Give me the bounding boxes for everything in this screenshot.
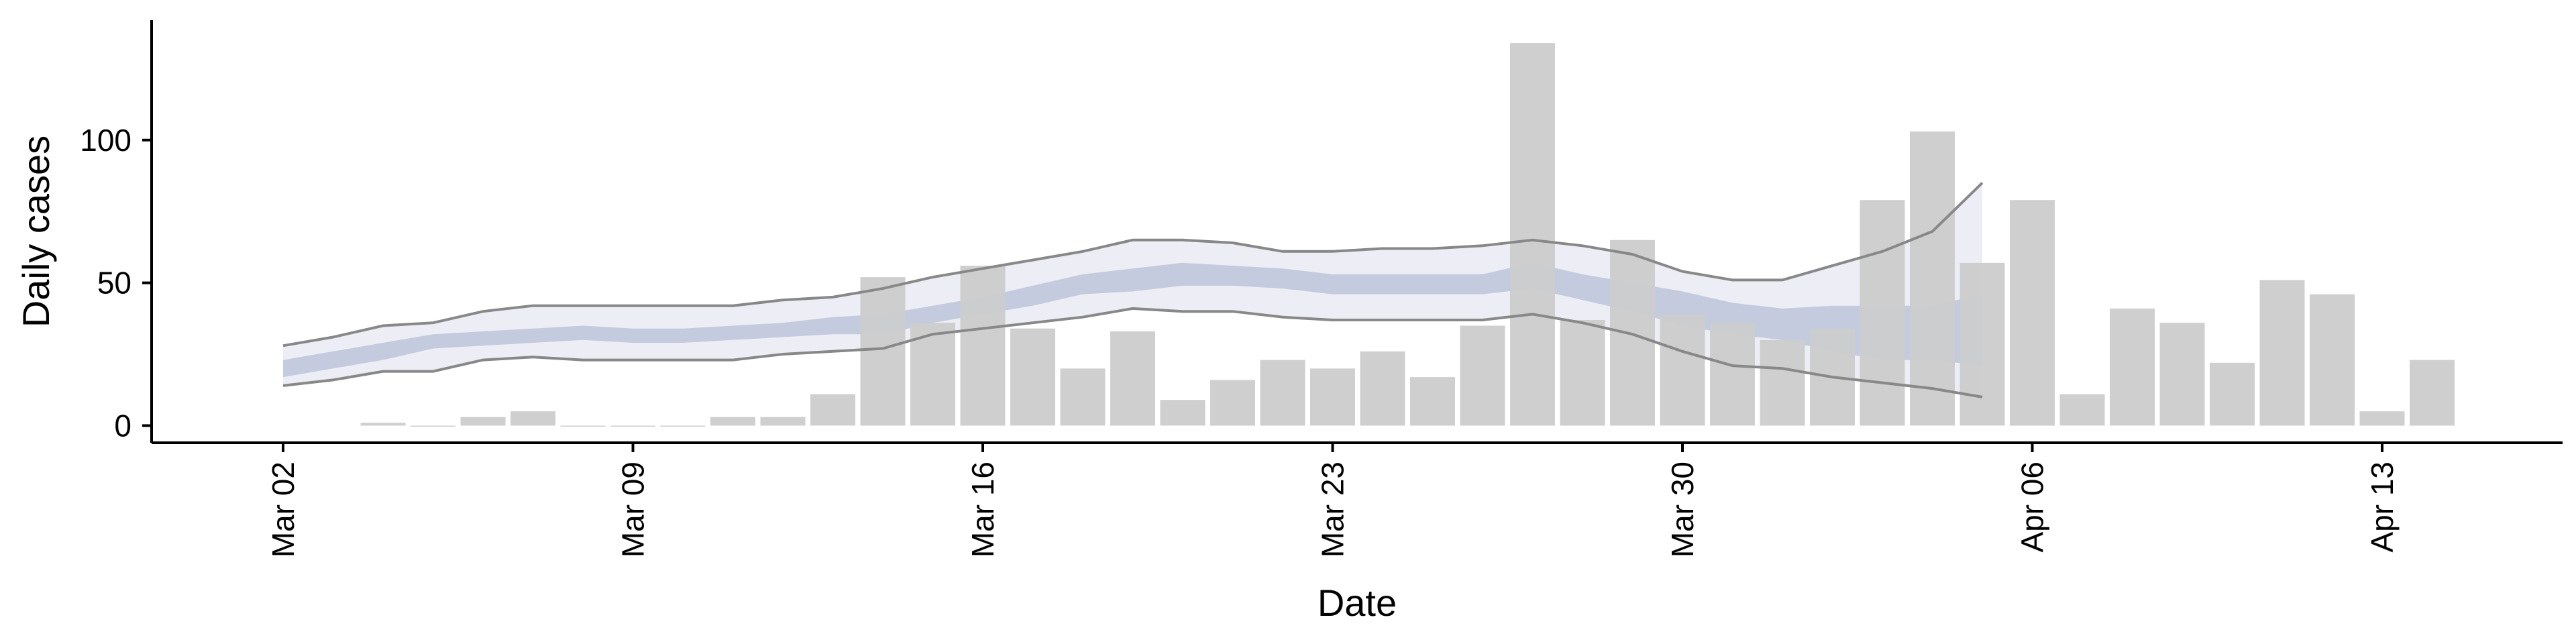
- y-axis-ticks: 0 50 100: [80, 123, 152, 443]
- case-bar: [1160, 400, 1205, 426]
- case-bar: [2359, 411, 2405, 426]
- case-bar: [1960, 262, 2005, 426]
- case-bar: [2210, 362, 2255, 426]
- x-tick-label: Mar 16: [965, 462, 1000, 557]
- case-bar: [1210, 380, 1255, 426]
- case-bar: [511, 411, 555, 426]
- y-tick-label: 0: [114, 408, 131, 443]
- x-tick-label: Apr 13: [2365, 462, 2400, 553]
- case-bar: [1860, 200, 1905, 426]
- x-axis-title: Date: [1318, 582, 1397, 624]
- case-bar: [660, 425, 706, 427]
- case-bar: [411, 425, 455, 427]
- case-bar: [2159, 323, 2205, 426]
- x-tick-label: Mar 02: [266, 462, 301, 557]
- case-bar: [1260, 360, 1305, 426]
- case-bar: [2310, 294, 2355, 426]
- case-bar: [710, 417, 755, 426]
- case-bar: [560, 425, 606, 427]
- case-bar: [860, 277, 906, 426]
- case-bar: [960, 266, 1006, 426]
- case-bar: [1310, 368, 1355, 426]
- case-bar: [1510, 43, 1555, 426]
- lower-bound-line: [282, 307, 1983, 398]
- case-bar: [1010, 328, 1055, 426]
- case-bar: [2110, 308, 2155, 426]
- case-bar: [1360, 351, 1405, 426]
- case-bar: [910, 323, 955, 426]
- case-bar: [2259, 280, 2305, 426]
- x-axis-ticks: Mar 02 Mar 09 Mar 16 Mar 23 Mar 30 Apr 06 Apr …: [266, 443, 2400, 557]
- estimate-bound-lines: [282, 182, 1984, 398]
- case-bar: [1410, 377, 1455, 426]
- case-bar: [1110, 331, 1155, 426]
- case-bar: [1460, 325, 1505, 426]
- y-axis-title: Daily cases: [15, 136, 57, 327]
- case-bar: [2410, 360, 2455, 426]
- upper-bound-line: [282, 182, 1984, 347]
- case-bar: [2010, 200, 2055, 426]
- y-tick-label: 100: [80, 123, 131, 158]
- case-bar: [1660, 314, 1705, 426]
- x-tick-label: Mar 23: [1316, 462, 1350, 557]
- y-tick-label: 50: [97, 266, 131, 301]
- case-bar: [1760, 339, 1805, 426]
- x-tick-label: Apr 06: [2015, 462, 2050, 553]
- case-bar: [1910, 131, 1955, 426]
- x-tick-label: Mar 30: [1665, 462, 1700, 557]
- estimate-bands: [283, 182, 1982, 397]
- case-bar: [810, 394, 855, 426]
- case-bar: [610, 425, 655, 427]
- case-bar: [360, 423, 406, 426]
- case-bar: [760, 417, 806, 426]
- case-bar: [2059, 394, 2105, 426]
- case-bar: [460, 417, 506, 426]
- case-bar: [1560, 320, 1605, 426]
- x-tick-label: Mar 09: [616, 462, 651, 557]
- case-bar: [1060, 368, 1106, 426]
- case-bar: [1710, 323, 1755, 426]
- daily-case-bars: [360, 43, 2455, 427]
- inner-estimate-band: [283, 262, 1982, 378]
